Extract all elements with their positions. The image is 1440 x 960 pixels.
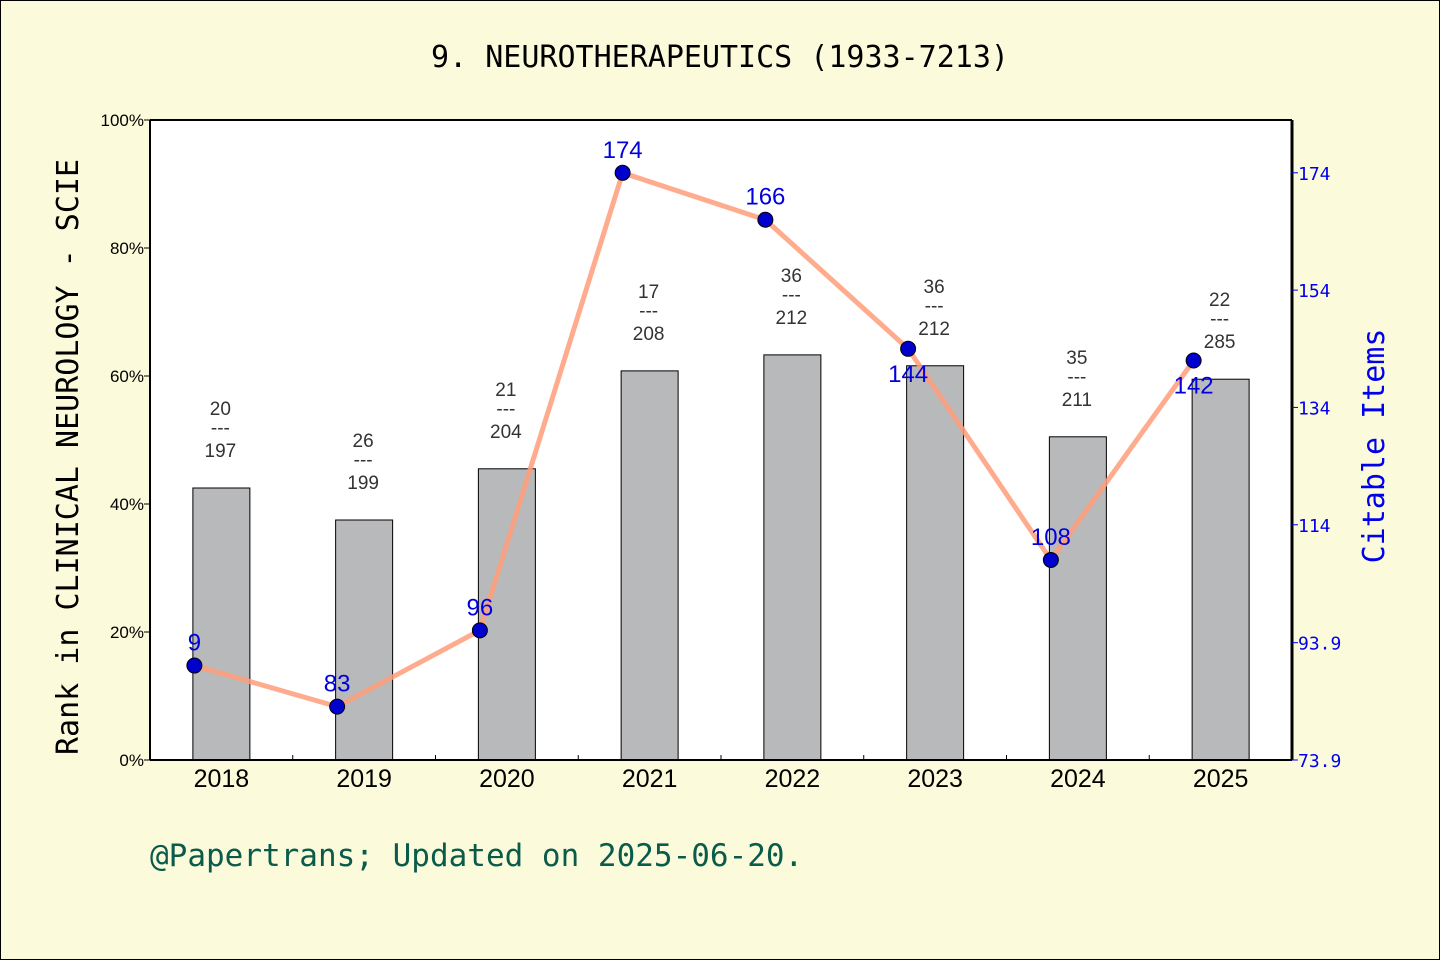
marker-2025 (1185, 352, 1202, 369)
x-tick-label: 2024 (1050, 765, 1106, 793)
rank-label: 36 (781, 266, 802, 287)
rank-divider: --- (1067, 367, 1086, 388)
rank-label: 35 (1066, 348, 1087, 369)
marker-2020 (471, 622, 488, 639)
x-tick-label: 2019 (336, 765, 392, 793)
y2-tick-label: 73.9 (1298, 751, 1341, 772)
y-tick-label: 100% (101, 111, 144, 130)
y2-tick-label: 114 (1298, 516, 1331, 537)
point-label: 108 (1031, 524, 1071, 551)
marker-2019 (329, 698, 346, 715)
bar-2021 (620, 370, 679, 761)
point-label: 9 (188, 630, 201, 657)
rank-label: 36 (924, 277, 945, 298)
bar-2020 (477, 468, 536, 761)
x-tick-label: 2021 (622, 765, 678, 793)
point-label: 174 (603, 137, 643, 164)
point-label: 144 (888, 361, 928, 388)
rank-divider: --- (639, 301, 658, 322)
total-label: 285 (1204, 332, 1236, 353)
x-tick-label: 2022 (765, 765, 821, 793)
rank-divider: --- (354, 450, 373, 471)
x-tick-label: 2018 (194, 765, 250, 793)
footer-credit: @Papertrans; Updated on 2025-06-20. (150, 838, 803, 874)
rank-label: 21 (495, 380, 516, 401)
bar-2024 (1048, 436, 1107, 761)
marker-2018 (186, 657, 203, 674)
total-label: 197 (205, 441, 237, 462)
point-label: 83 (324, 671, 351, 698)
x-tick-label: 2023 (907, 765, 963, 793)
y2-tick-label: 134 (1298, 398, 1331, 419)
rank-divider: --- (925, 296, 944, 317)
rank-divider: --- (211, 418, 230, 439)
marker-2021 (614, 164, 631, 181)
bar-2019 (335, 519, 394, 761)
marker-2023 (900, 340, 917, 357)
rank-label: 20 (210, 399, 231, 420)
x-tick-label: 2020 (479, 765, 535, 793)
y-tick-label: 60% (110, 367, 144, 386)
y2-axis-label: Citable Items (1357, 329, 1392, 564)
y2-tick-label: 93.9 (1298, 634, 1341, 655)
plot-area (150, 120, 1292, 760)
total-label: 199 (347, 473, 379, 494)
citable-items-line (193, 169, 1196, 710)
bar-2025 (1191, 378, 1250, 761)
bar-2023 (906, 365, 965, 761)
y2-tick-label: 174 (1298, 164, 1331, 185)
point-label: 166 (745, 184, 785, 211)
total-label: 204 (490, 422, 522, 443)
rank-label: 26 (353, 431, 374, 452)
point-label: 96 (467, 594, 494, 621)
y-tick-label: 20% (110, 623, 144, 642)
x-tick-label: 2025 (1193, 765, 1249, 793)
chart-title: 9. NEUROTHERAPEUTICS (1933-7213) (431, 40, 1009, 75)
marker-2022 (757, 211, 774, 228)
y-tick-label: 40% (110, 495, 144, 514)
y-tick-label: 80% (110, 239, 144, 258)
y-tick-label: 0% (119, 751, 144, 770)
marker-2024 (1042, 551, 1059, 568)
bar-2018 (192, 487, 251, 761)
rank-divider: --- (496, 399, 515, 420)
total-label: 212 (918, 319, 950, 340)
rank-label: 22 (1209, 290, 1230, 311)
bar-2022 (763, 354, 822, 761)
y-axis-label: Rank in CLINICAL NEUROLOGY - SCIE (51, 159, 86, 755)
rank-divider: --- (782, 285, 801, 306)
total-label: 208 (633, 324, 665, 345)
rank-divider: --- (1210, 309, 1229, 330)
point-label: 142 (1174, 373, 1214, 400)
total-label: 212 (776, 308, 808, 329)
total-label: 211 (1062, 390, 1092, 411)
y2-tick-label: 154 (1298, 281, 1331, 302)
rank-label: 17 (638, 282, 659, 303)
